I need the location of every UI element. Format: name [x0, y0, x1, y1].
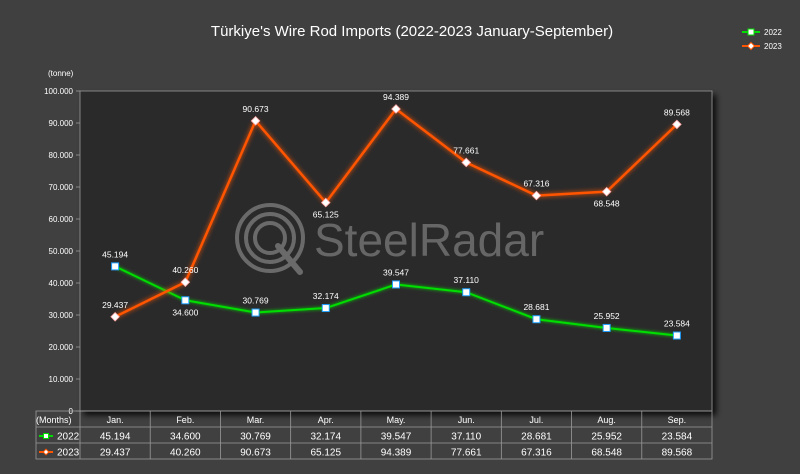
point-2022-5: [462, 288, 471, 297]
y-tick-label: 70.000: [49, 183, 74, 192]
x-tick-label: May.: [387, 415, 406, 425]
point-2023-4: [391, 104, 401, 114]
data-label-2023-4: 94.389: [383, 92, 409, 102]
table-cell-2022-5: 37.110: [451, 432, 481, 443]
data-label-2022-4: 39.547: [383, 267, 409, 277]
point-2022-4: [392, 280, 400, 289]
y-tick-label: 40.000: [49, 279, 74, 288]
chart-title: Türkiye's Wire Rod Imports (2022-2023 Ja…: [211, 23, 613, 40]
point-2022-7: [602, 323, 611, 332]
table-cell-2022-3: 32.174: [310, 432, 341, 443]
steelradar-logo-icon: [235, 203, 305, 275]
table-cell-2023-8: 89.568: [662, 448, 693, 459]
x-tick-label: Aug.: [597, 415, 616, 425]
data-label-2023-7: 68.548: [594, 199, 620, 209]
point-2022-6: [532, 315, 541, 324]
point-2022-3: [321, 304, 330, 313]
y-tick-label: 20.000: [49, 343, 74, 352]
table-cell-2023-2: 90.673: [240, 448, 271, 459]
table-cell-2023-5: 77.661: [451, 448, 482, 459]
y-tick-label: 100.000: [44, 87, 73, 96]
x-tick-label: Jul.: [529, 415, 543, 425]
table-cell-2022-4: 39.547: [381, 432, 412, 443]
series-markers: [110, 104, 682, 340]
table-row-2023-legend: 2023: [39, 448, 80, 459]
data-label-2022-5: 37.110: [454, 275, 480, 285]
point-2023-2: [250, 116, 261, 126]
data-label-2022-1: 34.600: [172, 307, 198, 317]
y-tick-label: 90.000: [49, 119, 74, 128]
table-cell-2022-7: 25.952: [591, 432, 622, 443]
table-cell-2023-4: 94.389: [381, 448, 412, 459]
table-row-label-2022: 2022: [57, 432, 80, 443]
data-label-2023-2: 90.673: [243, 104, 269, 114]
y-tick-label: 10.000: [49, 375, 74, 384]
data-label-2022-3: 32.174: [313, 291, 339, 301]
x-tick-label: Feb.: [176, 415, 194, 425]
x-tick-label: Jan.: [107, 415, 124, 425]
data-label-2023-3: 65.125: [313, 210, 339, 220]
y-tick-label: 0: [69, 407, 74, 416]
table-row-2022-legend: 2022: [39, 432, 80, 443]
table-row-label-2023: 2023: [57, 448, 80, 459]
legend-marker-2022: [747, 28, 755, 36]
y-tick-label: 80.000: [49, 151, 74, 160]
table-cell-2023-7: 68.548: [591, 448, 622, 459]
point-2022-8: [672, 331, 681, 340]
point-2022-1: [181, 296, 190, 305]
watermark-text: SteelRadar: [314, 214, 544, 266]
point-2023-5: [461, 157, 472, 168]
data-label-2023-6: 67.316: [523, 179, 549, 189]
point-2023-0: [110, 311, 120, 322]
watermark: SteelRadar: [235, 203, 544, 275]
legend: 2022 2023: [742, 28, 782, 51]
data-labels: 45.194 34.600 30.769 32.174 39.547 37.110 28.6…: [102, 92, 690, 329]
point-2022-0: [111, 262, 120, 271]
legend-label-2023: 2023: [764, 42, 782, 51]
table-cell-2023-6: 67.316: [521, 448, 552, 459]
y-tick-label: 50.000: [49, 247, 74, 256]
point-2023-8: [672, 119, 682, 130]
table-cell-2023-1: 40.260: [170, 448, 201, 459]
point-2023-1: [180, 277, 191, 287]
table-cell-2023-3: 65.125: [310, 448, 341, 459]
y-axis: 0 10.000 20.000 30.000 40.000 50.000 60.000 70.…: [44, 87, 80, 416]
data-label-2022-8: 23.584: [664, 319, 690, 329]
table-cell-2022-1: 34.600: [170, 432, 201, 443]
x-tick-label: Mar.: [247, 415, 265, 425]
table-cell-2022-0: 45.194: [100, 432, 131, 443]
y-tick-label: 30.000: [49, 311, 74, 320]
data-label-2023-1: 40.260: [172, 265, 198, 275]
legend-label-2022: 2022: [764, 28, 782, 37]
table-cell-2023-0: 29.437: [100, 448, 131, 459]
data-label-2023-0: 29.437: [102, 300, 128, 310]
point-2023-6: [531, 190, 542, 201]
data-label-2022-7: 25.952: [594, 311, 620, 321]
table-cell-2022-6: 28.681: [521, 432, 552, 443]
x-axis-label: (Months): [36, 415, 72, 425]
point-2022-2: [251, 308, 260, 317]
x-tick-label: Apr.: [318, 415, 334, 425]
point-2023-3: [320, 197, 331, 208]
legend-marker-2023: [746, 41, 756, 51]
data-label-2022-0: 45.194: [102, 249, 128, 259]
data-label-2022-2: 30.769: [243, 296, 269, 306]
point-2023-7: [601, 186, 612, 197]
data-label-2022-6: 28.681: [523, 302, 549, 312]
data-label-2023-5: 77.661: [453, 145, 479, 155]
x-tick-label: Sep.: [668, 415, 687, 425]
y-axis-label: (tonne): [48, 69, 74, 78]
y-tick-label: 60.000: [49, 215, 74, 224]
table-cell-2022-2: 30.769: [240, 432, 271, 443]
table-cell-2022-8: 23.584: [662, 432, 693, 443]
x-tick-label: Jun.: [458, 415, 475, 425]
data-label-2023-8: 89.568: [664, 107, 690, 117]
data-table: (Months) 2022 2023 Jan. 45.194 29.437 Feb. 3…: [35, 410, 713, 460]
